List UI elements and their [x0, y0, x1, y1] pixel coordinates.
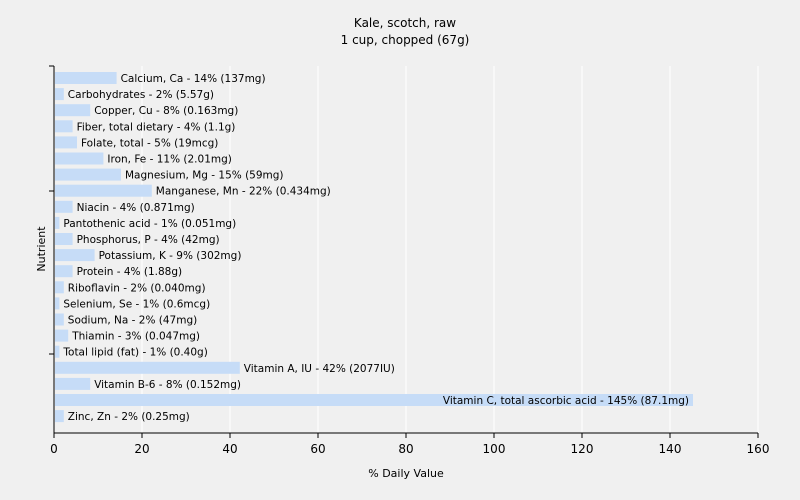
bar — [55, 136, 77, 149]
bar — [55, 313, 64, 326]
bar-label: Riboflavin - 2% (0.040mg) — [68, 282, 206, 294]
bar-label: Carbohydrates - 2% (5.57g) — [68, 89, 214, 101]
bars — [55, 72, 693, 423]
bar — [55, 216, 60, 229]
bar — [55, 152, 104, 165]
bar — [55, 104, 91, 117]
bar-label: Niacin - 4% (0.871mg) — [77, 202, 195, 214]
gridlines — [141, 66, 759, 433]
bar-label: Protein - 4% (1.88g) — [77, 266, 183, 278]
bar — [55, 329, 69, 342]
bar — [55, 297, 60, 310]
bar — [55, 265, 73, 278]
x-axis-ticks: 0 20 40 60 80 100 120 140 160 — [50, 433, 769, 456]
x-tick-label: 60 — [310, 442, 325, 456]
chart-title: Kale, scotch, raw — [354, 16, 456, 30]
bar-label: Iron, Fe - 11% (2.01mg) — [107, 154, 231, 166]
bar-label: Vitamin C, total ascorbic acid - 145% (8… — [443, 395, 689, 407]
bar-label: Vitamin A, IU - 42% (2077IU) — [244, 363, 395, 375]
x-tick-label: 160 — [747, 442, 770, 456]
bar — [55, 168, 121, 181]
bar-label: Magnesium, Mg - 15% (59mg) — [125, 170, 284, 182]
bar — [55, 410, 64, 423]
x-tick-label: 120 — [571, 442, 594, 456]
bar — [55, 184, 152, 197]
x-tick-label: 0 — [50, 442, 58, 456]
bar-label: Thiamin - 3% (0.047mg) — [71, 331, 200, 343]
bar-label: Potassium, K - 9% (302mg) — [99, 250, 242, 262]
bar — [55, 200, 73, 213]
chart-subtitle: 1 cup, chopped (67g) — [341, 33, 470, 47]
bar — [55, 361, 240, 374]
bar-label: Selenium, Se - 1% (0.6mcg) — [63, 298, 210, 310]
y-axis-title: Nutrient — [35, 226, 48, 272]
bar-labels: Calcium, Ca - 14% (137mg) Carbohydrates -… — [62, 73, 689, 423]
bar — [55, 72, 117, 84]
y-axis-ticks — [49, 65, 54, 355]
bar — [55, 233, 73, 245]
x-tick-label: 40 — [222, 442, 237, 456]
x-tick-label: 100 — [483, 442, 506, 456]
bar-label: Pantothenic acid - 1% (0.051mg) — [63, 218, 236, 230]
x-tick-label: 140 — [659, 442, 682, 456]
bar — [55, 120, 73, 133]
bar-label: Zinc, Zn - 2% (0.25mg) — [68, 411, 190, 423]
bar — [55, 345, 60, 358]
x-tick-label: 80 — [398, 442, 413, 456]
bar-label: Folate, total - 5% (19mcg) — [81, 137, 218, 149]
x-tick-label: 20 — [134, 442, 149, 456]
x-axis-title: % Daily Value — [368, 467, 444, 480]
bar-label: Fiber, total dietary - 4% (1.1g) — [77, 121, 236, 133]
bar — [55, 88, 64, 101]
bar-label: Vitamin B-6 - 8% (0.152mg) — [94, 379, 241, 391]
bar — [55, 249, 95, 262]
bar — [55, 281, 64, 294]
bar-label: Calcium, Ca - 14% (137mg) — [121, 73, 266, 85]
bar-label: Manganese, Mn - 22% (0.434mg) — [156, 186, 331, 198]
bar — [55, 394, 693, 406]
bar — [55, 377, 91, 390]
bar-label: Sodium, Na - 2% (47mg) — [68, 315, 197, 327]
bar-label: Phosphorus, P - 4% (42mg) — [77, 234, 220, 246]
bar-label: Total lipid (fat) - 1% (0.40g) — [62, 347, 207, 359]
bar-label: Copper, Cu - 8% (0.163mg) — [94, 105, 238, 117]
